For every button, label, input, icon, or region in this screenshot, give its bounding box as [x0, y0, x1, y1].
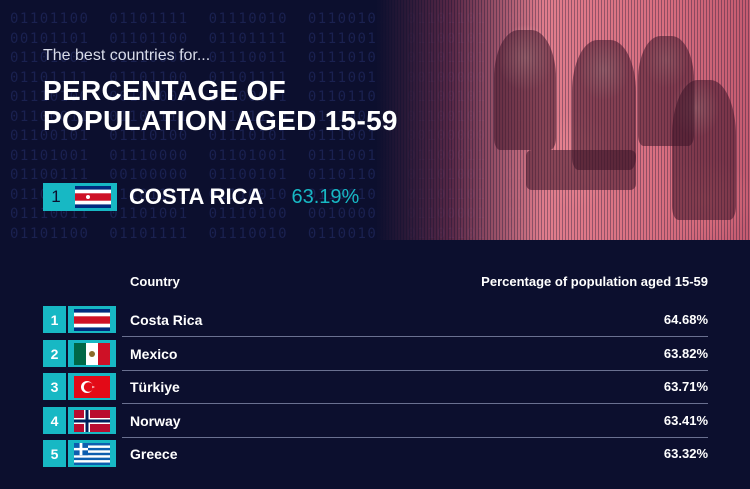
title-line-1: PERCENTAGE OF: [43, 75, 286, 106]
top-country-highlight: 1 COSTA RICA 63.19%: [43, 183, 359, 211]
row-flag-box: [68, 373, 116, 400]
row-rank: 2: [43, 340, 66, 367]
row-country: Greece: [130, 446, 178, 462]
row-value: 63.82%: [663, 346, 708, 361]
row-value: 63.41%: [663, 413, 708, 428]
row-flag-box: [68, 306, 116, 333]
subtitle: The best countries for...: [43, 47, 211, 64]
hero-value: 63.19%: [291, 185, 360, 208]
turkiye-flag-icon: [74, 375, 110, 398]
norway-flag-icon: [74, 409, 110, 432]
greece-flag-icon: [74, 442, 110, 465]
title-line-2: POPULATION AGED 15-59: [43, 105, 398, 136]
row-value: 63.71%: [663, 379, 708, 394]
column-header-country: Country: [130, 274, 180, 289]
table-row: 2 Mexico 63.82%: [43, 340, 708, 371]
row-country: Norway: [130, 413, 181, 429]
costa-rica-flag-icon: [75, 186, 111, 208]
row-divider: [122, 437, 708, 438]
row-rank: 5: [43, 440, 66, 467]
row-divider: [122, 370, 708, 371]
column-header-value: Percentage of population aged 15-59: [481, 274, 708, 289]
row-flag-box: [68, 340, 116, 367]
page-title: PERCENTAGE OF POPULATION AGED 15-59: [43, 76, 398, 136]
hero-flag-box: [69, 183, 117, 211]
row-country: Costa Rica: [130, 312, 203, 328]
row-country: Mexico: [130, 346, 178, 362]
table-row: 3 Türkiye 63.71%: [43, 373, 708, 404]
hero-rank: 1: [43, 183, 69, 211]
table-row: 4 Norway 63.41%: [43, 407, 708, 438]
row-value: 63.32%: [663, 446, 708, 461]
row-rank: 3: [43, 373, 66, 400]
row-rank: 1: [43, 306, 66, 333]
row-country: Türkiye: [130, 379, 180, 395]
row-rank: 4: [43, 407, 66, 434]
row-value: 64.68%: [663, 312, 708, 327]
mexico-flag-icon: [74, 342, 110, 365]
row-flag-box: [68, 407, 116, 434]
group-photo: [376, 0, 750, 240]
row-divider: [122, 336, 708, 337]
row-divider: [122, 403, 708, 404]
costa-rica-flag-icon: [74, 308, 110, 331]
table-row: 5 Greece 63.32%: [43, 440, 708, 467]
hero-country: COSTA RICA: [129, 184, 264, 209]
table-row: 1 Costa Rica 64.68%: [43, 306, 708, 337]
row-flag-box: [68, 440, 116, 467]
